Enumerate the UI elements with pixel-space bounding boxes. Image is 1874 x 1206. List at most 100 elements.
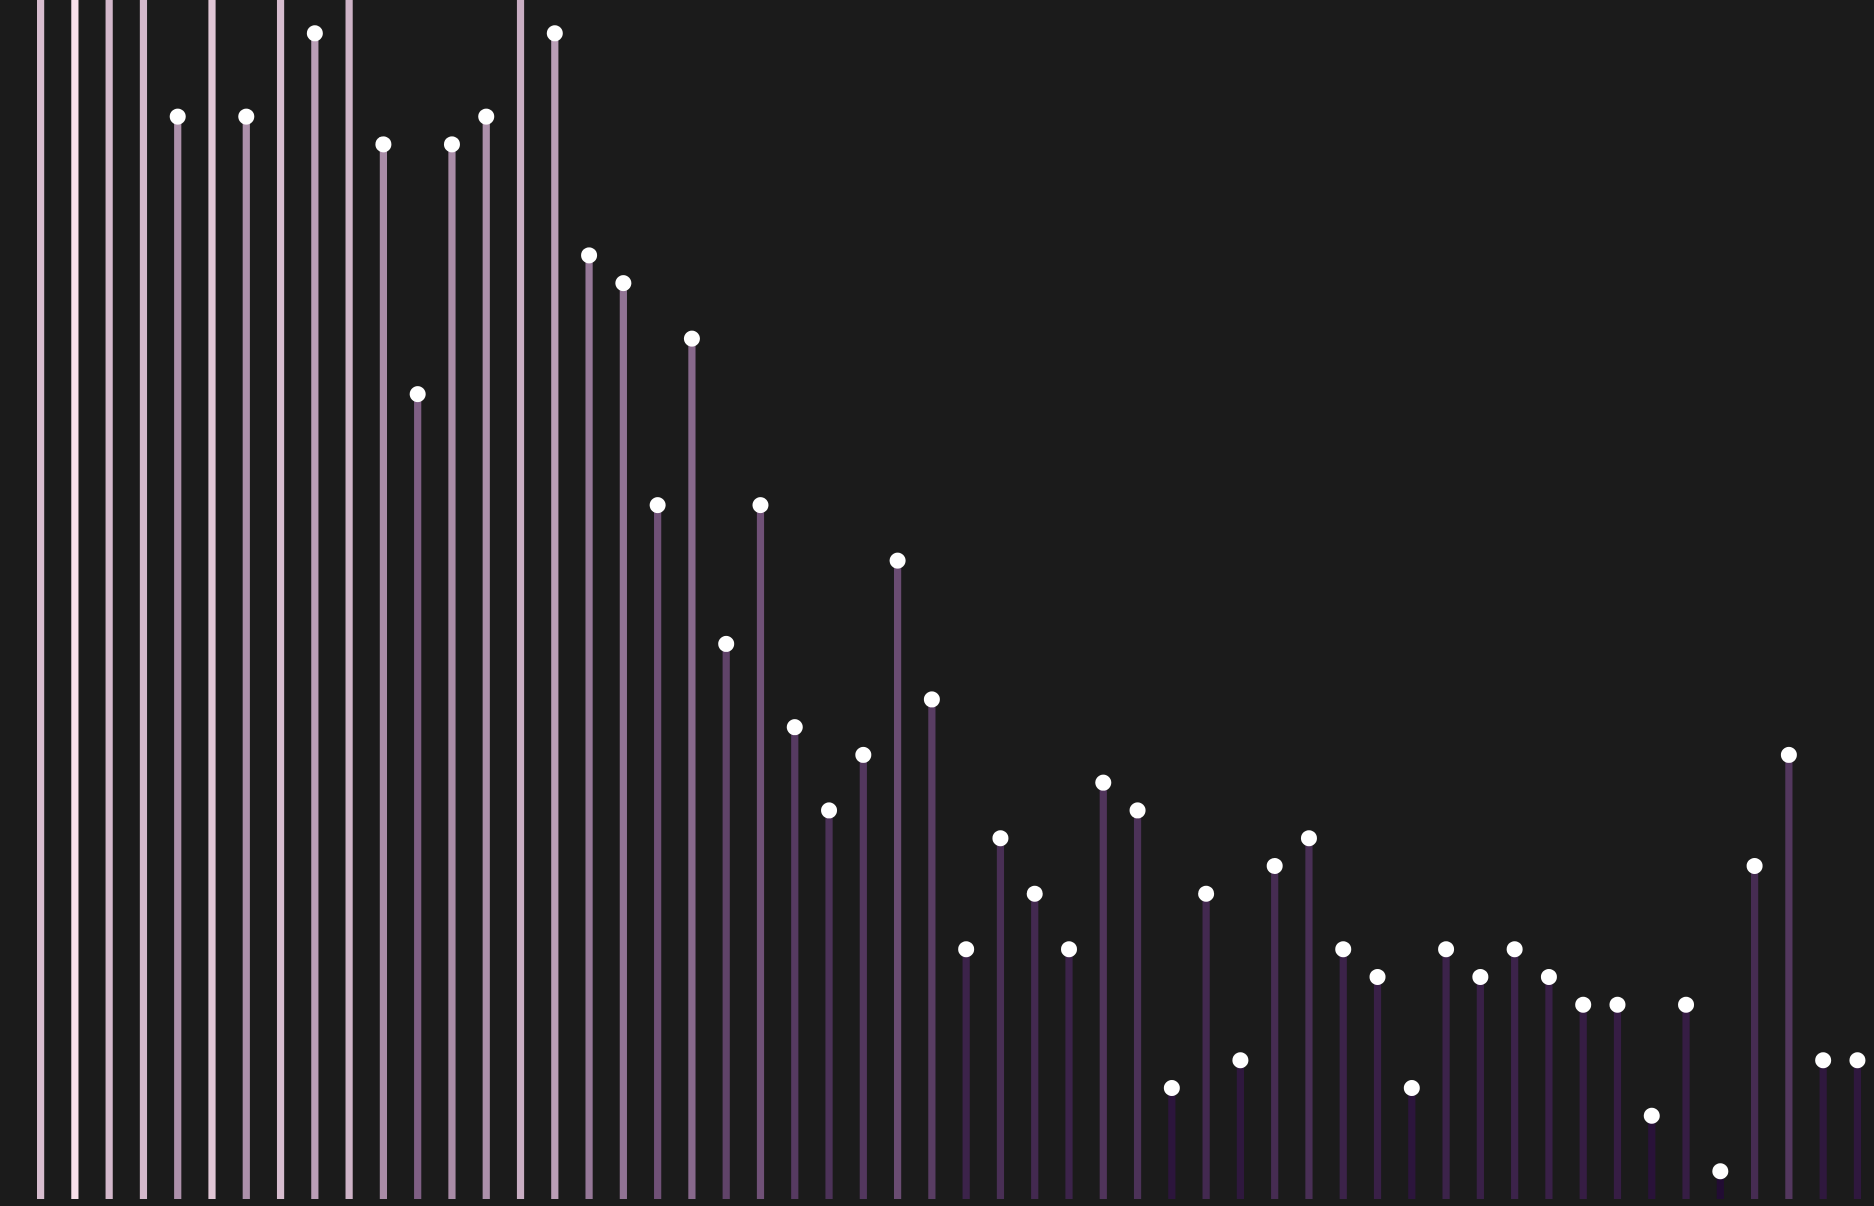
marker (683, 330, 700, 347)
stem (1408, 1087, 1416, 1199)
marker (615, 275, 632, 292)
marker (1506, 941, 1523, 958)
marker (1026, 885, 1043, 902)
marker (1712, 1163, 1729, 1180)
stem (859, 754, 867, 1199)
stem (1751, 865, 1759, 1199)
stem (1613, 1004, 1622, 1199)
marker (409, 386, 426, 403)
marker (855, 746, 872, 763)
marker (443, 136, 460, 153)
stem (654, 505, 662, 1199)
stem (174, 116, 182, 1199)
stem (585, 255, 593, 1199)
stem (928, 699, 936, 1199)
stem (1202, 893, 1210, 1199)
stem (894, 560, 902, 1199)
stem (619, 283, 627, 1199)
stem (1853, 1060, 1862, 1199)
marker (752, 497, 769, 514)
stem (1305, 838, 1313, 1199)
stem (1236, 1060, 1244, 1199)
stem (1648, 1115, 1656, 1199)
marker (1849, 1052, 1866, 1069)
marker (1815, 1052, 1832, 1069)
stem (1099, 782, 1107, 1199)
stem (516, 0, 525, 1199)
stem (37, 0, 45, 1199)
stem (1511, 949, 1519, 1199)
stem (1373, 976, 1382, 1199)
marker (1643, 1107, 1660, 1124)
stem (482, 116, 490, 1199)
marker (1746, 857, 1763, 874)
stem (105, 0, 113, 1199)
marker (1335, 941, 1352, 958)
marker (1095, 774, 1112, 791)
marker (992, 830, 1009, 847)
stem (276, 0, 285, 1199)
stem (1133, 810, 1142, 1199)
marker (786, 719, 803, 736)
stem (551, 33, 559, 1200)
stem (688, 338, 696, 1200)
stem (1065, 949, 1073, 1199)
marker (1061, 941, 1077, 958)
marker (1232, 1052, 1249, 1069)
stem (379, 144, 387, 1199)
marker (1163, 1079, 1180, 1096)
stem (1271, 865, 1279, 1199)
marker (478, 108, 495, 125)
stem (1682, 1004, 1690, 1199)
stem (1168, 1087, 1176, 1199)
marker (1129, 802, 1146, 819)
stem (1819, 1060, 1827, 1199)
marker (581, 247, 598, 264)
stem (791, 727, 799, 1199)
stem (962, 949, 970, 1199)
stem (139, 0, 148, 1199)
stem (1785, 754, 1793, 1199)
marker (1678, 996, 1695, 1013)
stem (1442, 949, 1450, 1199)
marker (306, 25, 323, 42)
stem (242, 116, 250, 1199)
marker (923, 691, 940, 708)
marker (1198, 885, 1215, 902)
marker (1540, 968, 1557, 985)
stem (756, 505, 765, 1199)
marker (1780, 746, 1797, 763)
stem (722, 643, 730, 1199)
marker (1438, 941, 1455, 958)
stem (208, 0, 216, 1199)
marker (169, 108, 186, 125)
marker (1300, 830, 1317, 847)
stem (345, 0, 353, 1199)
marker (1266, 857, 1283, 874)
stem (996, 838, 1005, 1199)
stem (1579, 1004, 1587, 1199)
stem (1545, 976, 1553, 1199)
stem (448, 144, 456, 1199)
stem (311, 33, 319, 1200)
stem (1476, 976, 1484, 1199)
marker (1472, 968, 1489, 985)
marker (1609, 996, 1626, 1013)
marker (889, 552, 906, 569)
stem (1031, 893, 1039, 1199)
marker (1369, 968, 1386, 985)
marker (718, 635, 735, 652)
marker (1403, 1079, 1420, 1096)
stem (1339, 949, 1347, 1199)
marker (1575, 996, 1592, 1013)
marker (821, 802, 838, 819)
marker (958, 941, 975, 958)
marker (375, 136, 392, 153)
marker (649, 497, 666, 514)
marker (238, 108, 255, 125)
marker (546, 25, 563, 42)
stem (825, 810, 833, 1199)
stem (1716, 1171, 1724, 1199)
